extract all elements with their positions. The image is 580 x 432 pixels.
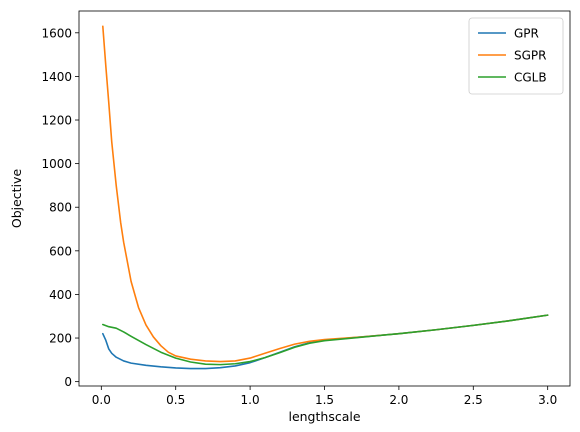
legend-box — [468, 17, 564, 95]
x-axis-label: lengthscale — [288, 409, 360, 424]
legend-label-gpr: GPR — [514, 27, 539, 41]
y-tick-label: 0 — [64, 375, 72, 389]
x-tick-label: 2.5 — [464, 393, 483, 407]
y-tick-label: 400 — [49, 288, 72, 302]
legend-label-cglb: CGLB — [514, 71, 547, 85]
x-tick-label: 3.0 — [538, 393, 557, 407]
legend-label-sgpr: SGPR — [514, 49, 547, 63]
series-line-cglb — [102, 314, 549, 366]
x-tick-label: 0.5 — [166, 393, 185, 407]
x-tick-label: 1.0 — [241, 393, 260, 407]
x-tick-label: 0.0 — [92, 393, 111, 407]
series-lines — [102, 25, 549, 370]
y-tick-label: 1200 — [41, 114, 72, 128]
y-axis-label: Objective — [9, 169, 24, 229]
y-tick-label: 1400 — [41, 70, 72, 84]
x-tick-label: 2.0 — [389, 393, 408, 407]
y-axis-ticks: 0 200 400 600 800 1000 1200 1400 1600 — [41, 26, 79, 389]
y-tick-label: 600 — [49, 244, 72, 258]
y-tick-label: 1600 — [41, 26, 72, 40]
y-tick-label: 200 — [49, 332, 72, 346]
x-axis-ticks: 0.0 0.5 1.0 1.5 2.0 2.5 3.0 — [92, 386, 557, 407]
x-tick-label: 1.5 — [315, 393, 334, 407]
y-tick-label: 800 — [49, 201, 72, 215]
y-tick-label: 1000 — [41, 157, 72, 171]
legend: GPR SGPR CGLB — [468, 17, 564, 95]
